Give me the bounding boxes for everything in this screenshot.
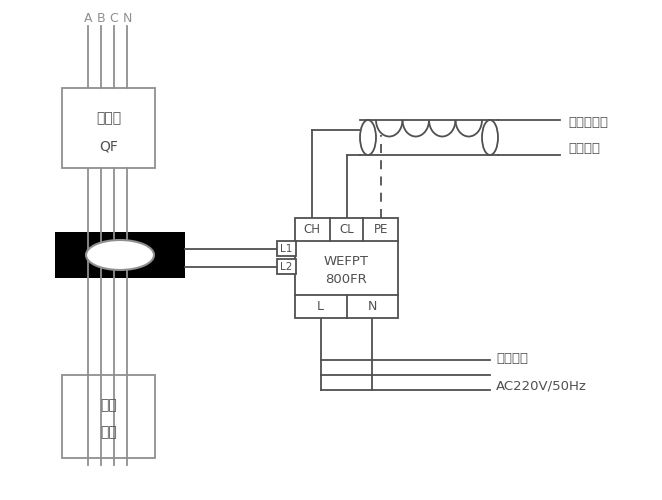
Ellipse shape [482, 120, 498, 155]
Bar [55, 232, 185, 278]
Text: QF: QF [99, 140, 118, 154]
Text: AC220V/50Hz: AC220V/50Hz [496, 380, 587, 392]
Bar [277, 259, 296, 274]
Text: CL: CL [339, 223, 354, 236]
Text: C: C [110, 12, 118, 24]
Bar [277, 241, 296, 256]
Text: L2: L2 [280, 262, 293, 272]
Bar [295, 218, 398, 318]
Text: N: N [367, 300, 377, 313]
Text: CH: CH [304, 223, 321, 236]
Text: B: B [97, 12, 105, 24]
Text: 至电气火灾: 至电气火灾 [568, 116, 608, 128]
Text: L: L [317, 300, 324, 313]
Text: N: N [122, 12, 132, 24]
Text: 设备: 设备 [100, 425, 117, 439]
Bar [62, 375, 155, 458]
Text: WEFPT: WEFPT [324, 255, 369, 268]
Text: L1: L1 [280, 244, 293, 254]
Ellipse shape [86, 240, 154, 270]
Text: 800FR: 800FR [326, 274, 367, 286]
Ellipse shape [360, 120, 376, 155]
Text: 断路器: 断路器 [96, 111, 121, 125]
Bar [62, 88, 155, 168]
Text: A: A [84, 12, 92, 24]
Text: PE: PE [373, 223, 388, 236]
Text: 工作电源: 工作电源 [496, 352, 528, 364]
Text: 用电: 用电 [100, 398, 117, 412]
Text: 监控主机: 监控主机 [568, 142, 600, 154]
